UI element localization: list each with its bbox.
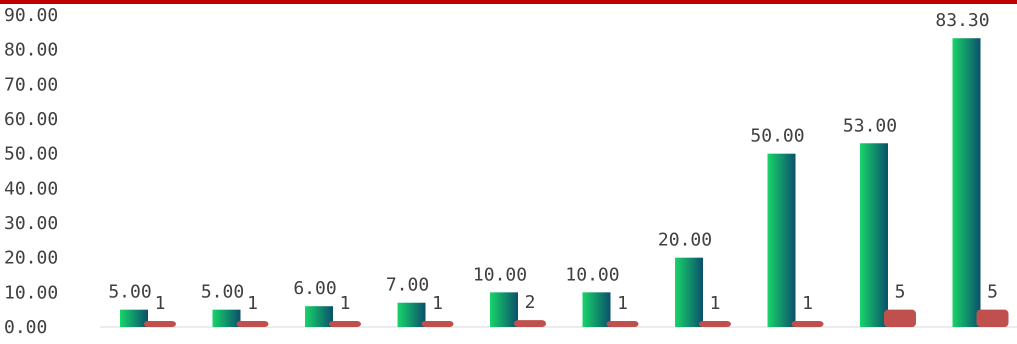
series1-bar [582, 292, 611, 327]
series1-bar [397, 302, 426, 327]
series2-bar [699, 321, 731, 327]
series1-bar [120, 309, 148, 327]
y-tick-label: 50.00 [4, 144, 58, 165]
series1-data-label: 7.00 [386, 275, 429, 296]
series2-bar [329, 321, 361, 327]
series1-data-label: 10.00 [473, 264, 527, 285]
series1-bar [490, 292, 518, 327]
series2-data-label: 1 [710, 293, 721, 314]
series2-bar [514, 320, 546, 327]
y-tick-label: 30.00 [4, 213, 58, 234]
y-tick-label: 60.00 [4, 109, 58, 130]
y-axis: 0.00 10.00 20.00 30.00 40.00 50.00 60.00 70.00 8… [4, 5, 58, 338]
y-tick-label: 0.00 [4, 317, 47, 338]
series1-data-label: 53.00 [843, 115, 897, 136]
series1-bar [860, 143, 888, 327]
series1-data-label: 5.00 [201, 282, 244, 303]
y-tick-label: 20.00 [4, 248, 58, 269]
series1-bar [675, 257, 703, 327]
y-tick-label: 90.00 [4, 5, 58, 26]
series1-bar [305, 306, 333, 327]
series1-data-label: 83.30 [935, 10, 989, 31]
series1-bar [212, 309, 241, 327]
series2-data-label: 1 [802, 293, 813, 314]
series1-bar [952, 38, 981, 328]
series1-data-label: 10.00 [565, 264, 619, 285]
series2-bar [791, 321, 824, 327]
series2-data-label: 1 [155, 293, 166, 314]
series2-data-label: 2 [525, 292, 536, 313]
series2-bar [884, 309, 916, 327]
series1-data-label: 6.00 [293, 278, 336, 299]
series1-data-label: 20.00 [658, 230, 712, 251]
data-labels: 5.0015.0016.0017.00110.00210.00120.00150… [108, 10, 998, 314]
series2-bar [421, 321, 454, 327]
series2-bar [606, 321, 639, 327]
series2-data-label: 1 [617, 293, 628, 314]
y-tick-label: 70.00 [4, 74, 58, 95]
series2-data-label: 1 [432, 293, 443, 314]
series2-bar [976, 309, 1009, 327]
series2-data-label: 5 [895, 282, 906, 303]
series2-bar [144, 321, 176, 327]
series2-data-label: 5 [987, 282, 998, 303]
series1-bar [767, 153, 796, 327]
series2-data-label: 1 [340, 293, 351, 314]
series1-data-label: 50.00 [750, 126, 804, 147]
series2-bars [144, 309, 1009, 327]
series2-data-label: 1 [247, 293, 258, 314]
top-border [0, 0, 1017, 4]
series2-bar [236, 321, 269, 327]
y-tick-label: 10.00 [4, 282, 58, 303]
series1-bars [120, 38, 981, 328]
y-tick-label: 40.00 [4, 178, 58, 199]
series1-data-label: 5.00 [108, 282, 151, 303]
y-tick-label: 80.00 [4, 40, 58, 61]
